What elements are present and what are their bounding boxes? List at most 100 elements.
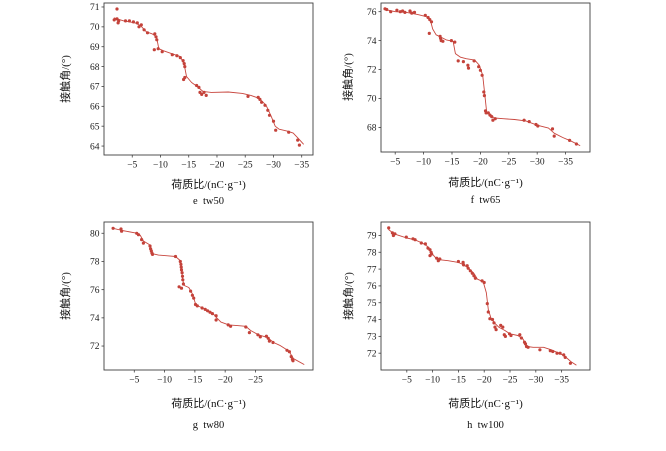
- data-point: [472, 59, 476, 63]
- data-point: [131, 20, 135, 24]
- data-point: [140, 238, 144, 242]
- data-point: [526, 345, 530, 349]
- x-tick-label: −20: [473, 158, 488, 168]
- y-axis-title-f: 接触角/(°): [342, 53, 355, 101]
- data-point: [200, 92, 204, 96]
- data-point: [522, 118, 526, 122]
- data-point: [494, 328, 498, 332]
- chart-h-tw100: −5 −10 −15 −20 −25 −30 −35 72 73 74 75 76 77 78 79: [367, 221, 591, 386]
- x-tick-label: −20: [210, 161, 225, 171]
- data-point: [179, 268, 184, 272]
- data-point: [120, 229, 124, 233]
- data-point: [266, 336, 270, 340]
- data-point: [247, 331, 251, 335]
- data-point: [568, 138, 572, 142]
- data-point: [175, 54, 179, 58]
- y-tick-label: 69: [90, 43, 100, 53]
- data-point: [389, 10, 393, 14]
- plot-border: [380, 221, 591, 371]
- y-axis-title-g: 接触角/(°): [60, 272, 72, 320]
- data-point: [449, 39, 453, 43]
- data-point: [410, 11, 414, 15]
- data-point: [480, 73, 484, 77]
- y-tick-label: 68: [90, 63, 100, 73]
- y-tick-label: 67: [90, 83, 100, 93]
- data-point: [202, 90, 206, 94]
- x-tick-label: −15: [451, 376, 466, 386]
- y-tick-label: 80: [90, 229, 100, 239]
- data-point: [466, 63, 470, 67]
- fit-line: [113, 17, 304, 145]
- x-tick-label: −25: [238, 161, 253, 171]
- data-point: [264, 334, 268, 338]
- data-point: [203, 307, 207, 311]
- data-point: [136, 233, 141, 237]
- data-point: [395, 8, 399, 12]
- data-point: [465, 264, 469, 268]
- data-point: [181, 59, 185, 63]
- data-point: [558, 351, 562, 355]
- x-tick-label: −30: [530, 158, 545, 168]
- data-point: [485, 302, 489, 306]
- data-point: [548, 349, 552, 353]
- x-tick-label: −35: [294, 161, 309, 171]
- data-point: [214, 318, 218, 322]
- caption-h-tw100: h tw100: [467, 420, 504, 431]
- data-point: [423, 242, 427, 246]
- data-point: [562, 353, 566, 357]
- x-axis-title-h: 荷质比/(nC·g⁻¹): [448, 398, 523, 410]
- data-point: [142, 28, 146, 32]
- chart-e-tw50: −5 −10 −15 −20 −25 −30 −35 64 65 66 67 68 69 70 71: [90, 2, 314, 171]
- x-tick-label: −15: [181, 161, 196, 171]
- data-point: [427, 31, 431, 35]
- data-point: [428, 254, 432, 258]
- data-point: [192, 296, 196, 300]
- data-point: [195, 304, 199, 308]
- y-tick-label: 73: [367, 333, 377, 343]
- data-point: [258, 97, 262, 101]
- data-point: [519, 336, 524, 340]
- data-point: [244, 325, 248, 329]
- data-point: [181, 282, 185, 286]
- y-tick-label: 72: [367, 66, 377, 76]
- data-points: [383, 7, 579, 146]
- data-point: [550, 127, 555, 131]
- y-tick-label: 74: [367, 37, 377, 47]
- data-point: [153, 32, 157, 36]
- y-tick-label: 70: [367, 95, 377, 105]
- data-point: [208, 310, 212, 314]
- data-point: [178, 259, 182, 264]
- data-point: [127, 19, 131, 23]
- data-point: [195, 83, 199, 88]
- data-point: [182, 62, 186, 66]
- data-point: [287, 130, 291, 134]
- data-point: [503, 334, 507, 338]
- x-tick-label: −5: [390, 158, 400, 168]
- data-point: [274, 128, 278, 132]
- data-point: [180, 271, 184, 275]
- data-point: [190, 293, 194, 297]
- data-point: [214, 314, 218, 318]
- data-point: [490, 317, 495, 322]
- data-point: [518, 333, 522, 337]
- y-tick-label: 72: [367, 349, 377, 359]
- data-point: [472, 274, 476, 278]
- data-point: [486, 111, 490, 115]
- data-point: [482, 90, 486, 94]
- data-point: [568, 361, 573, 365]
- x-axis-title-e: 荷质比/(nC·g⁻¹): [171, 179, 246, 191]
- data-point: [263, 103, 267, 107]
- data-point: [285, 348, 289, 352]
- data-point: [385, 7, 389, 12]
- y-tick-label: 70: [90, 23, 100, 33]
- data-point: [271, 119, 276, 123]
- y-tick-label: 66: [90, 103, 100, 113]
- data-point: [155, 38, 159, 42]
- x-tick-label: −10: [153, 161, 168, 171]
- data-point: [423, 13, 427, 17]
- y-tick-label: 64: [90, 142, 100, 152]
- y-tick-label: 76: [90, 286, 100, 296]
- data-point: [473, 276, 477, 280]
- y-tick-label: 65: [90, 122, 100, 132]
- y-tick-label: 79: [367, 232, 377, 242]
